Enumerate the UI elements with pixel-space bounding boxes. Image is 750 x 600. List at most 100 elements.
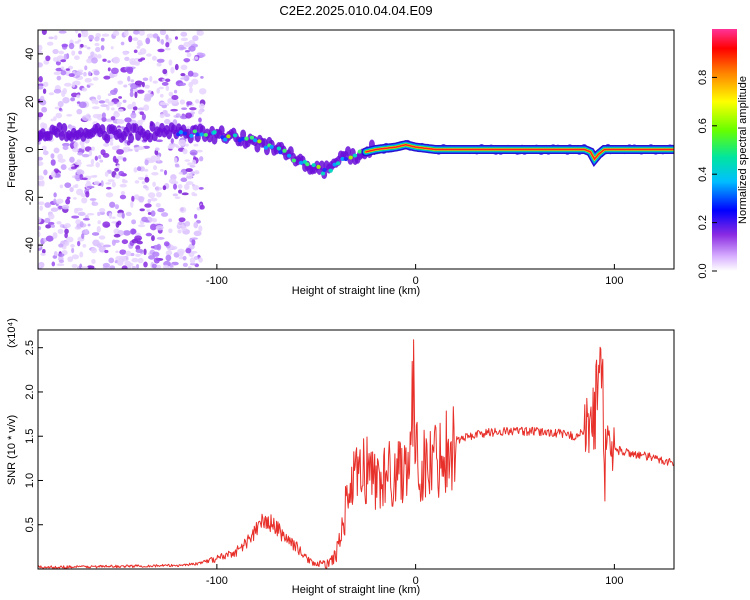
noise-speckle [182,255,187,261]
noise-speckle [97,220,101,225]
noise-speckle [156,87,160,94]
noise-speckle [136,45,141,49]
ridge-peak-cell [320,171,326,176]
noise-speckle [71,263,78,268]
snr-plot-area [38,330,674,569]
noise-speckle [121,179,128,184]
noise-speckle [151,263,157,269]
colorbar-label: Normalized spectral amplitude [737,76,749,224]
noise-speckle [184,143,189,147]
spectrogram-plot-area [38,30,674,269]
noise-speckle [91,259,96,265]
colorbar-tick-label: 0.0 [697,263,709,278]
ridge-envelope-cell [147,132,154,143]
noise-speckle [135,253,141,257]
noise-speckle [58,50,65,55]
noise-speckle [184,159,191,162]
noise-speckle [174,63,179,71]
noise-speckle [180,37,189,42]
noise-speckle [186,172,193,180]
noise-speckle [165,250,173,256]
noise-speckle [144,203,152,208]
noise-speckle [127,75,131,82]
ridge-peak-cell [178,130,184,135]
noise-speckle [77,240,81,247]
noise-speckle [165,85,170,91]
noise-speckle [167,98,174,104]
noise-speckle [59,184,64,189]
noise-speckle [131,195,135,202]
noise-speckle [60,59,67,63]
noise-speckle [112,30,120,37]
noise-speckle [86,180,91,184]
noise-speckle [81,197,88,204]
noise-speckle [161,81,169,86]
noise-speckle [136,39,143,47]
noise-speckle [100,37,105,42]
noise-speckle [87,71,92,77]
noise-speckle [186,52,192,58]
noise-speckle [104,171,109,177]
noise-speckle [154,147,160,152]
noise-speckle [170,138,174,144]
noise-speckle [41,30,47,35]
noise-speckle [79,212,86,216]
noise-speckle [109,265,116,269]
noise-speckle [168,59,173,66]
noise-speckle [112,56,120,64]
noise-speckle [190,250,198,254]
noise-speckle [159,169,164,172]
noise-speckle [111,181,116,188]
noise-speckle [187,70,194,77]
noise-speckle [188,81,194,88]
noise-speckle [111,107,115,111]
noise-speckle [107,67,111,72]
noise-speckle [119,249,127,255]
colorbar-tick-label: 0.4 [697,167,709,182]
noise-speckle [199,204,205,210]
y-tick-label: 0.5 [24,517,36,532]
noise-speckle [90,247,98,254]
noise-speckle [121,265,128,269]
ridge-peak-cell [282,148,287,153]
noise-speckle [133,49,138,54]
noise-speckle [187,266,192,269]
noise-speckle [117,108,124,113]
noise-speckle [131,265,137,269]
noise-speckle [107,179,115,183]
noise-speckle [42,81,49,87]
ridge-peak-cell [220,135,225,140]
noise-speckle [118,170,125,177]
noise-speckle [42,150,49,156]
noise-speckle [147,192,156,199]
y-tick-label: 1.0 [24,473,36,488]
ridge-peak-cell [182,131,188,136]
noise-speckle [183,74,190,82]
spectral-ridge [38,121,674,180]
noise-speckle [77,39,82,42]
noise-speckle [178,189,183,194]
noise-speckle [128,148,133,152]
noise-speckle [124,117,132,123]
noise-speckle [38,85,44,90]
noise-speckle [79,221,84,228]
noise-speckle [134,149,139,153]
ridge-envelope-cell [58,130,65,141]
noise-speckle [181,192,189,196]
noise-speckle [198,117,202,123]
noise-speckle [91,146,95,151]
noise-speckle [102,221,111,228]
noise-speckle [93,174,98,178]
x-tick-label: 0 [413,275,419,287]
noise-speckle [150,210,156,217]
noise-speckle [38,175,44,181]
ridge-peak-cell [203,132,209,137]
noise-speckle [151,55,157,61]
noise-speckle [136,166,142,172]
noise-speckle [60,164,67,170]
noise-speckle [65,198,71,205]
noise-speckle [57,205,64,210]
noise-speckle [194,56,199,60]
y-tick-label: 2.5 [24,340,36,355]
noise-speckle [130,201,134,208]
